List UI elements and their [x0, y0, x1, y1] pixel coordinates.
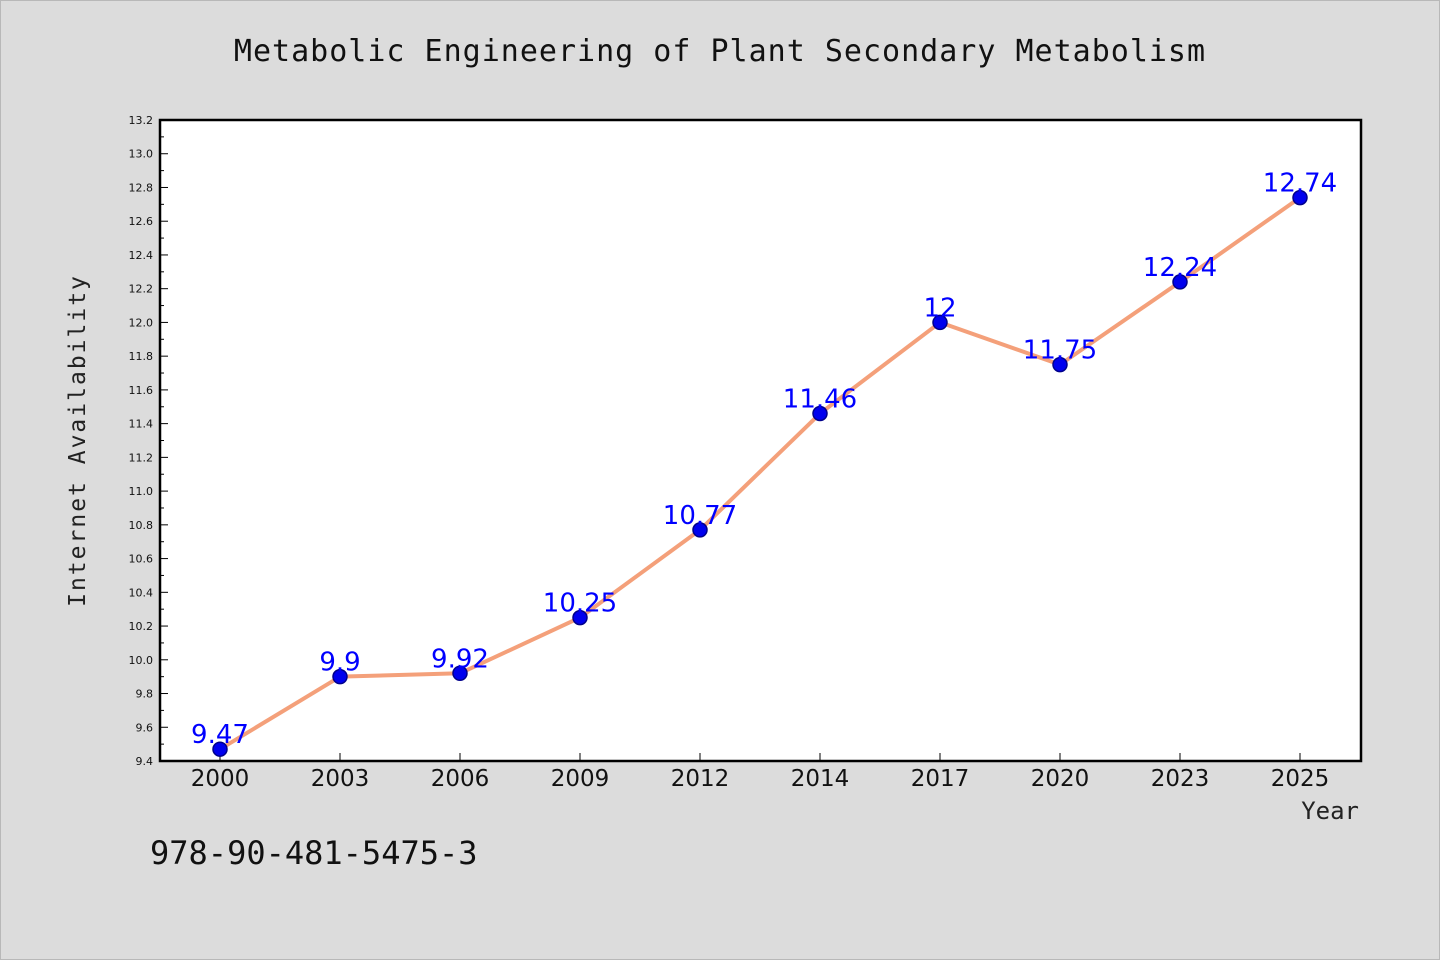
x-tick-label: 2020: [1031, 766, 1090, 792]
y-tick-label: 11.8: [129, 350, 154, 363]
data-point: [1052, 356, 1068, 373]
x-tick-label: 2009: [551, 766, 610, 792]
plot-area: [160, 120, 1361, 761]
data-point: [572, 609, 588, 626]
y-tick-label: 10.6: [129, 553, 154, 566]
series-line: [218, 195, 1302, 752]
data-label: 9.47: [191, 720, 249, 750]
x-tick-label: 2017: [911, 766, 970, 792]
data-label: 9.92: [431, 644, 489, 674]
data-point: [332, 668, 348, 685]
chart-title: Metabolic Engineering of Plant Secondary…: [233, 34, 1207, 69]
y-tick-label: 12.0: [129, 316, 154, 329]
x-tick-label: 2000: [191, 766, 250, 792]
y-tick-label: 10.0: [129, 654, 154, 667]
data-label: 11.75: [1023, 336, 1097, 366]
data-label: 10.77: [663, 501, 737, 531]
x-tick-label: 2023: [1151, 766, 1210, 792]
data-point: [1292, 189, 1308, 206]
data-label: 11.46: [783, 385, 857, 415]
y-tick-label: 9.8: [136, 688, 154, 701]
data-label: 12.24: [1143, 253, 1217, 283]
x-tick-label: 2012: [671, 766, 730, 792]
y-tick-label: 10.4: [129, 586, 154, 599]
data-label: 10.25: [543, 589, 617, 619]
y-tick-label: 12.2: [129, 283, 154, 296]
data-label: 12: [923, 293, 956, 323]
y-tick-label: 11.4: [129, 418, 154, 431]
y-tick-label: 11.6: [129, 384, 154, 397]
data-point: [452, 665, 468, 682]
y-axis-title: Internet Availability: [65, 274, 91, 607]
x-tick-label: 2014: [791, 766, 850, 792]
data-point: [1172, 274, 1188, 290]
y-tick-label: 13.0: [129, 148, 154, 161]
y-tick-label: 10.2: [129, 620, 154, 633]
x-tick-label: 2006: [431, 766, 490, 792]
y-tick-label: 11.2: [129, 451, 154, 464]
x-axis-title: Year: [1301, 797, 1359, 825]
data-point: [812, 405, 828, 422]
plot-border: [158, 118, 1363, 763]
data-point: [212, 741, 228, 757]
x-tick-label: 2003: [311, 766, 370, 792]
y-tick-label: 9.6: [136, 721, 154, 734]
y-tick-label: 11.0: [129, 485, 154, 498]
y-tick-label: 12.6: [129, 215, 154, 228]
y-tick-label: 13.2: [129, 114, 154, 127]
data-label: 12.74: [1263, 169, 1337, 199]
x-tick-label: 2025: [1271, 766, 1330, 792]
y-tick-label: 10.8: [129, 519, 154, 532]
y-tick-label: 12.4: [129, 249, 154, 262]
y-tick-label: 12.8: [129, 181, 154, 194]
isbn-text: 978-90-481-5475-3: [150, 834, 478, 872]
y-tick-label: 9.4: [136, 755, 154, 768]
data-point: [932, 314, 948, 331]
data-label: 9.9: [319, 648, 360, 678]
data-point: [692, 522, 708, 538]
